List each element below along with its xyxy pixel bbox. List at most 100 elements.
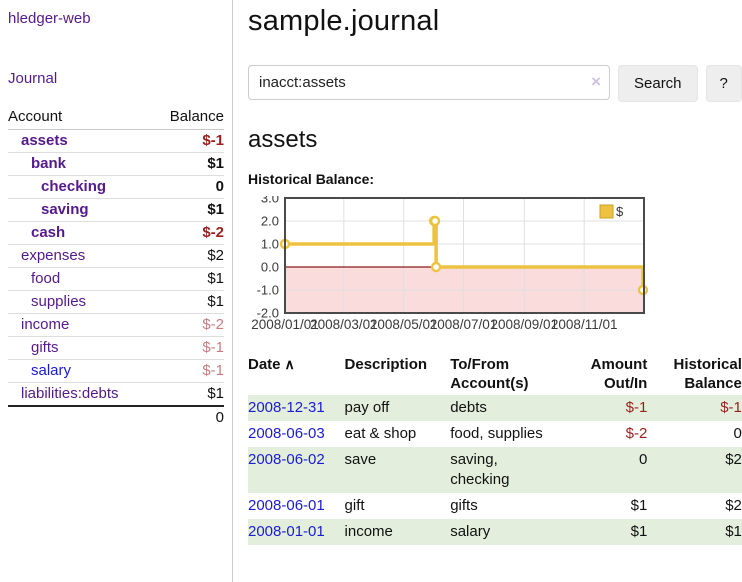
svg-text:0.0: 0.0: [261, 260, 279, 275]
register-row: 2008-06-03 eat & shop food, supplies $-2 0: [248, 421, 742, 447]
account-row: bank $1: [8, 152, 224, 176]
transaction-description: pay off: [344, 399, 390, 416]
transaction-date[interactable]: 2008-01-01: [248, 519, 345, 545]
account-balance: 0: [152, 175, 224, 199]
register-header-balance: Historical Balance: [673, 356, 742, 392]
transaction-date[interactable]: 2008-12-31: [248, 395, 345, 421]
transaction-balance: $2: [725, 497, 742, 514]
account-row: income $-2: [8, 313, 224, 337]
account-balance: $-1: [202, 132, 224, 149]
accounts-table: Account Balance assets $-1 bank $1 checking 0…: [8, 105, 224, 429]
register-header-amount: Amount Out/In: [590, 356, 648, 392]
account-row: salary $-1: [8, 359, 224, 383]
transaction-date[interactable]: 2008-06-02: [248, 447, 345, 493]
account-balance: $-1: [152, 359, 224, 383]
transaction-date[interactable]: 2008-06-03: [248, 421, 345, 447]
transaction-accounts: debts: [450, 399, 487, 416]
account-link-assets[interactable]: assets: [21, 132, 68, 149]
svg-text:-1.0: -1.0: [257, 283, 279, 298]
sidebar: hledger-web Journal Account Balance asse…: [0, 0, 233, 582]
account-link-liabilities-debts[interactable]: liabilities:debts: [21, 385, 119, 402]
account-balance: $-2: [152, 313, 224, 337]
account-link-bank[interactable]: bank: [31, 155, 67, 172]
transaction-date-link[interactable]: 2008-12-31: [248, 399, 325, 416]
transaction-amount: $1: [630, 523, 648, 540]
register-table: Date ∧ Description To/From Account(s) Amo…: [248, 353, 742, 545]
accounts-total-row: 0: [8, 405, 224, 429]
account-row: supplies $1: [8, 290, 224, 314]
historical-balance-chart: $3.0 2.0 1.0 0.0 -1.0 -2.0 2008/01/01 2008/03/0…: [248, 191, 742, 343]
svg-text:2008/05/01: 2008/05/01: [370, 317, 438, 332]
chart-svg: $3.0 2.0 1.0 0.0 -1.0 -2.02008/01/012008/03/0…: [251, 191, 649, 332]
account-row: gifts $-1: [8, 336, 224, 360]
account-row: checking 0: [8, 175, 224, 199]
transaction-description: eat & shop: [344, 425, 417, 442]
transaction-balance: $2: [725, 451, 742, 468]
transaction-amount: $1: [630, 497, 648, 514]
transaction-description: gift: [344, 497, 365, 514]
brand-link[interactable]: hledger-web: [8, 10, 91, 27]
account-link-income[interactable]: income: [21, 316, 70, 333]
svg-text:-2.0: -2.0: [257, 306, 279, 321]
account-link-expenses[interactable]: expenses: [21, 247, 86, 264]
search-form: × Search ?: [248, 65, 742, 102]
data-point: [429, 215, 441, 227]
search-button[interactable]: Search: [618, 65, 698, 102]
transaction-date-link[interactable]: 2008-06-01: [248, 497, 325, 514]
account-link-gifts[interactable]: gifts: [31, 339, 59, 356]
transaction-amount: $-2: [625, 425, 648, 442]
svg-text:2008/11/01: 2008/11/01: [551, 317, 618, 332]
data-point: [430, 261, 442, 273]
accounts-header-account: Account: [8, 105, 153, 130]
legend-label: $: [616, 204, 624, 219]
accounts-total-balance: 0: [152, 405, 224, 429]
account-link-supplies[interactable]: supplies: [31, 293, 87, 310]
account-balance: $1: [152, 290, 224, 314]
main-content: sample.journal × Search ? assets Histori…: [233, 0, 742, 582]
transaction-description: save: [344, 451, 377, 468]
account-balance: $1: [152, 152, 224, 176]
register-header-row: Date ∧ Description To/From Account(s) Amo…: [248, 353, 742, 395]
help-button[interactable]: ?: [705, 65, 742, 102]
register-row: 2008-06-02 save saving, checking 0 $2: [248, 447, 742, 493]
register-row: 2008-12-31 pay off debts $-1 $-1: [248, 395, 742, 421]
transaction-date-link[interactable]: 2008-06-02: [248, 451, 325, 468]
account-balance: $1: [152, 198, 224, 222]
account-link-cash[interactable]: cash: [31, 224, 66, 241]
search-input[interactable]: [248, 65, 610, 100]
chart-label: Historical Balance:: [248, 171, 375, 187]
transaction-accounts: salary: [450, 523, 491, 540]
sidebar-item-journal[interactable]: Journal: [8, 70, 58, 87]
clear-search-icon[interactable]: ×: [591, 72, 601, 91]
svg-text:2008/03/01: 2008/03/01: [310, 317, 378, 332]
account-row: liabilities:debts $1: [8, 382, 224, 406]
transaction-balance: 0: [733, 425, 742, 442]
transaction-balance: $1: [725, 523, 742, 540]
register-row: 2008-06-01 gift gifts $1 $2: [248, 493, 742, 519]
account-balance: $1: [152, 382, 224, 406]
account-link-food[interactable]: food: [31, 270, 61, 287]
transaction-date-link[interactable]: 2008-06-03: [248, 425, 325, 442]
account-balance: $2: [152, 244, 224, 268]
register-row: 2008-01-01 income salary $1 $1: [248, 519, 742, 545]
plot-border: [284, 197, 645, 314]
account-link-salary[interactable]: salary: [31, 362, 72, 379]
account-link-checking[interactable]: checking: [41, 178, 107, 195]
page-title: sample.journal: [248, 5, 440, 37]
account-link-saving[interactable]: saving: [41, 201, 89, 218]
account-balance: $1: [152, 267, 224, 291]
transaction-accounts: saving, checking: [450, 451, 510, 488]
account-balance: $-1: [152, 336, 224, 360]
account-row: saving $1: [8, 198, 224, 222]
accounts-header-balance: Balance: [152, 105, 224, 130]
transaction-date-link[interactable]: 2008-01-01: [248, 523, 325, 540]
svg-text:2008/09/01: 2008/09/01: [491, 317, 559, 332]
account-row: assets $-1: [8, 130, 224, 153]
transaction-date[interactable]: 2008-06-01: [248, 493, 345, 519]
register-header-date[interactable]: Date ∧: [248, 356, 295, 373]
svg-text:2.0: 2.0: [261, 214, 279, 229]
transaction-amount: $-1: [625, 399, 648, 416]
account-row: expenses $2: [8, 244, 224, 268]
svg-text:3.0: 3.0: [261, 196, 279, 206]
